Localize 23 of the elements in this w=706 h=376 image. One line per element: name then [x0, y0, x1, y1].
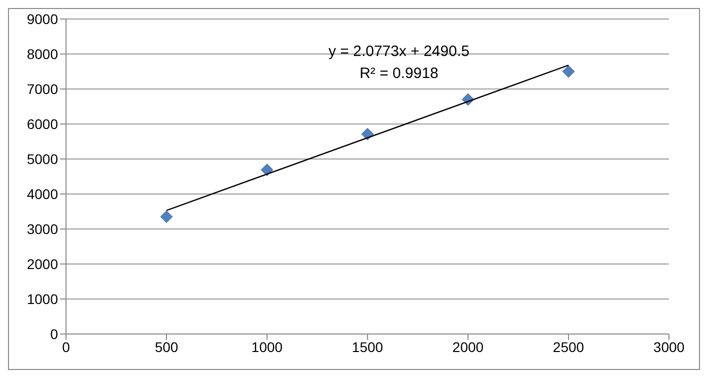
point [361, 128, 374, 140]
x-tick-label: 500 [154, 338, 178, 355]
y-tick-label: 3000 [26, 220, 58, 237]
x-tick-label: 0 [62, 338, 70, 355]
y-tick-label: 4000 [26, 186, 58, 202]
y-tick-label: 6000 [26, 116, 58, 132]
y-tick-label: 2000 [26, 256, 58, 272]
y-tick-label: 5000 [26, 150, 58, 167]
y-tick-label: 9000 [26, 10, 58, 27]
x-tick-label: 2000 [452, 338, 484, 355]
y-tick-label: 1000 [26, 290, 58, 307]
annotation: y = 2.0773x + 2490.5 [328, 42, 470, 62]
point [160, 210, 173, 223]
annotation: R² = 0.9918 [358, 64, 440, 84]
x-tick-label: 2500 [552, 338, 584, 355]
y-tick-label: 7000 [26, 80, 58, 97]
x-tick-label: 1000 [251, 338, 283, 355]
y-tick-label: 0 [50, 326, 58, 342]
x-tick-label: 1500 [352, 338, 384, 355]
point [260, 164, 274, 176]
point [562, 65, 575, 78]
y-tick-label: 8000 [26, 46, 58, 62]
x-tick-label: 3000 [653, 338, 685, 355]
